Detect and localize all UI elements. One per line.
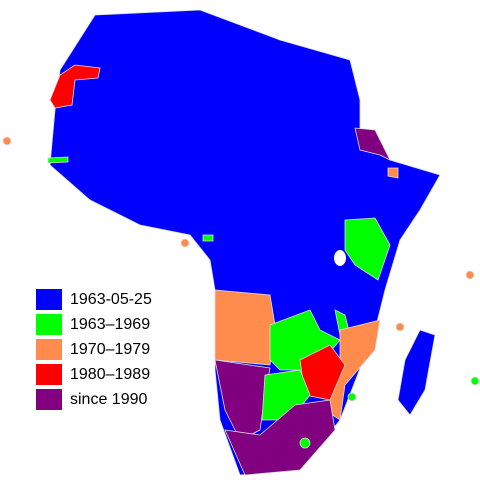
djibouti bbox=[387, 167, 399, 179]
lake-victoria bbox=[334, 250, 346, 266]
kenya bbox=[344, 217, 391, 281]
south-africa bbox=[224, 399, 336, 476]
africa-map bbox=[2, 9, 480, 476]
legend-swatch bbox=[36, 339, 62, 360]
legend-label: 1963-05-25 bbox=[70, 291, 152, 308]
legend-swatch bbox=[36, 314, 62, 335]
legend-label: 1963–1969 bbox=[70, 316, 150, 333]
legend-label: 1970–1979 bbox=[70, 341, 150, 358]
legend-swatch bbox=[36, 364, 62, 385]
legend-swatch bbox=[36, 289, 62, 310]
island bbox=[470, 376, 480, 386]
island bbox=[180, 238, 190, 248]
legend: 1963-05-25 1963–1969 1970–1979 1980–1989 sin… bbox=[36, 289, 152, 410]
eritrea bbox=[354, 127, 391, 161]
equatorial-guinea bbox=[202, 234, 214, 242]
namibia bbox=[214, 359, 271, 441]
legend-swatch bbox=[36, 389, 62, 410]
island bbox=[465, 270, 475, 280]
gambia bbox=[47, 156, 69, 164]
angola bbox=[214, 289, 276, 366]
madagascar bbox=[397, 329, 436, 416]
western-sahara bbox=[49, 64, 101, 109]
island bbox=[347, 392, 357, 402]
lesotho bbox=[299, 437, 311, 449]
island bbox=[2, 136, 12, 146]
legend-label: since 1990 bbox=[70, 391, 147, 408]
island bbox=[395, 322, 405, 332]
legend-label: 1980–1989 bbox=[70, 366, 150, 383]
